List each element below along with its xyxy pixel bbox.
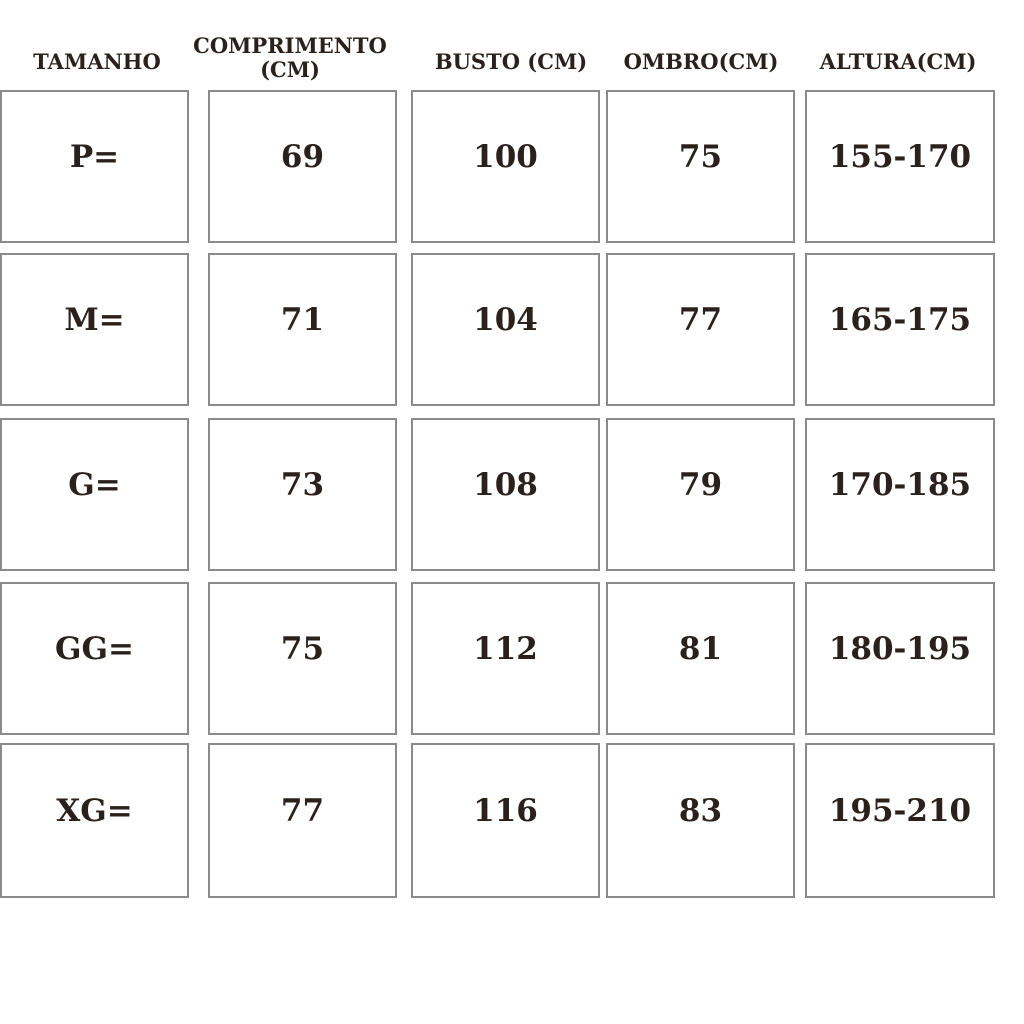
- table-cell: 170-185: [805, 418, 995, 571]
- table-cell: 71: [208, 253, 397, 406]
- table-cell: 104: [411, 253, 600, 406]
- column-header: COMPRIMENTO (CM): [193, 33, 387, 82]
- size-label: XG=: [0, 743, 189, 898]
- column-header: BUSTO (CM): [434, 49, 588, 74]
- table-cell: 100: [411, 90, 600, 243]
- column-header: ALTURA(CM): [819, 49, 977, 74]
- table-cell: 81: [606, 582, 795, 735]
- size-label: M=: [0, 253, 189, 406]
- table-cell: 75: [208, 582, 397, 735]
- table-cell: 108: [411, 418, 600, 571]
- table-cell: 112: [411, 582, 600, 735]
- column-header: OMBRO(CM): [623, 49, 779, 74]
- table-cell: 116: [411, 743, 600, 898]
- table-cell: 165-175: [805, 253, 995, 406]
- table-cell: 77: [606, 253, 795, 406]
- table-cell: 195-210: [805, 743, 995, 898]
- table-cell: 155-170: [805, 90, 995, 243]
- table-cell: 75: [606, 90, 795, 243]
- size-label: GG=: [0, 582, 189, 735]
- size-label: G=: [0, 418, 189, 571]
- size-label: P=: [0, 90, 189, 243]
- table-cell: 69: [208, 90, 397, 243]
- table-cell: 73: [208, 418, 397, 571]
- table-cell: 79: [606, 418, 795, 571]
- table-cell: 180-195: [805, 582, 995, 735]
- table-cell: 83: [606, 743, 795, 898]
- column-header: TAMANHO: [33, 49, 161, 74]
- table-cell: 77: [208, 743, 397, 898]
